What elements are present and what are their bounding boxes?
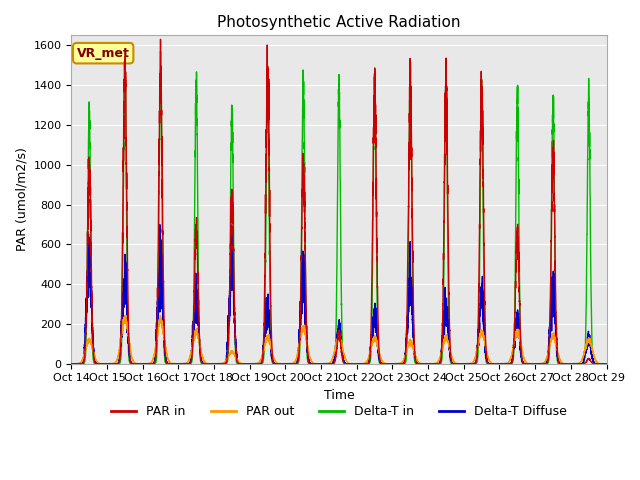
Delta-T Diffuse — [68, 361, 76, 367]
PAR in — [321, 361, 328, 367]
Text: VR_met: VR_met — [77, 47, 130, 60]
Line: Delta-T Diffuse: Delta-T Diffuse — [72, 225, 607, 364]
PAR out — [603, 361, 611, 367]
Delta-T in — [321, 361, 328, 367]
PAR in — [459, 361, 467, 367]
PAR out — [573, 360, 581, 366]
X-axis label: Time: Time — [324, 389, 355, 402]
Delta-T Diffuse — [250, 361, 257, 367]
Delta-T in — [157, 48, 164, 54]
Delta-T Diffuse — [567, 361, 575, 367]
Delta-T in — [459, 361, 467, 367]
Delta-T in — [68, 361, 76, 367]
PAR out — [122, 312, 129, 318]
PAR in — [157, 36, 164, 42]
Line: PAR out: PAR out — [72, 315, 607, 364]
Delta-T Diffuse — [156, 222, 164, 228]
Delta-T in — [573, 361, 581, 367]
Y-axis label: PAR (umol/m2/s): PAR (umol/m2/s) — [15, 147, 28, 252]
Delta-T in — [603, 361, 611, 367]
PAR in — [580, 360, 588, 366]
PAR in — [68, 361, 76, 367]
Delta-T Diffuse — [603, 361, 611, 367]
PAR out — [580, 350, 588, 356]
PAR in — [250, 361, 257, 367]
Title: Photosynthetic Active Radiation: Photosynthetic Active Radiation — [217, 15, 461, 30]
PAR out — [474, 344, 482, 350]
Delta-T Diffuse — [321, 361, 328, 367]
PAR out — [250, 361, 257, 367]
Delta-T Diffuse — [580, 356, 588, 361]
Delta-T Diffuse — [474, 341, 481, 347]
PAR in — [573, 361, 581, 367]
Delta-T Diffuse — [573, 361, 581, 367]
Delta-T in — [250, 361, 257, 367]
PAR out — [211, 361, 218, 367]
Legend: PAR in, PAR out, Delta-T in, Delta-T Diffuse: PAR in, PAR out, Delta-T in, Delta-T Dif… — [106, 400, 572, 423]
PAR out — [459, 361, 467, 367]
PAR in — [567, 361, 575, 367]
PAR in — [603, 361, 611, 367]
PAR out — [68, 361, 76, 367]
Line: Delta-T in: Delta-T in — [72, 51, 607, 364]
Delta-T Diffuse — [459, 361, 467, 367]
Line: PAR in: PAR in — [72, 39, 607, 364]
PAR in — [474, 338, 481, 344]
Delta-T in — [580, 360, 588, 365]
PAR out — [321, 361, 328, 367]
Delta-T in — [474, 355, 481, 361]
